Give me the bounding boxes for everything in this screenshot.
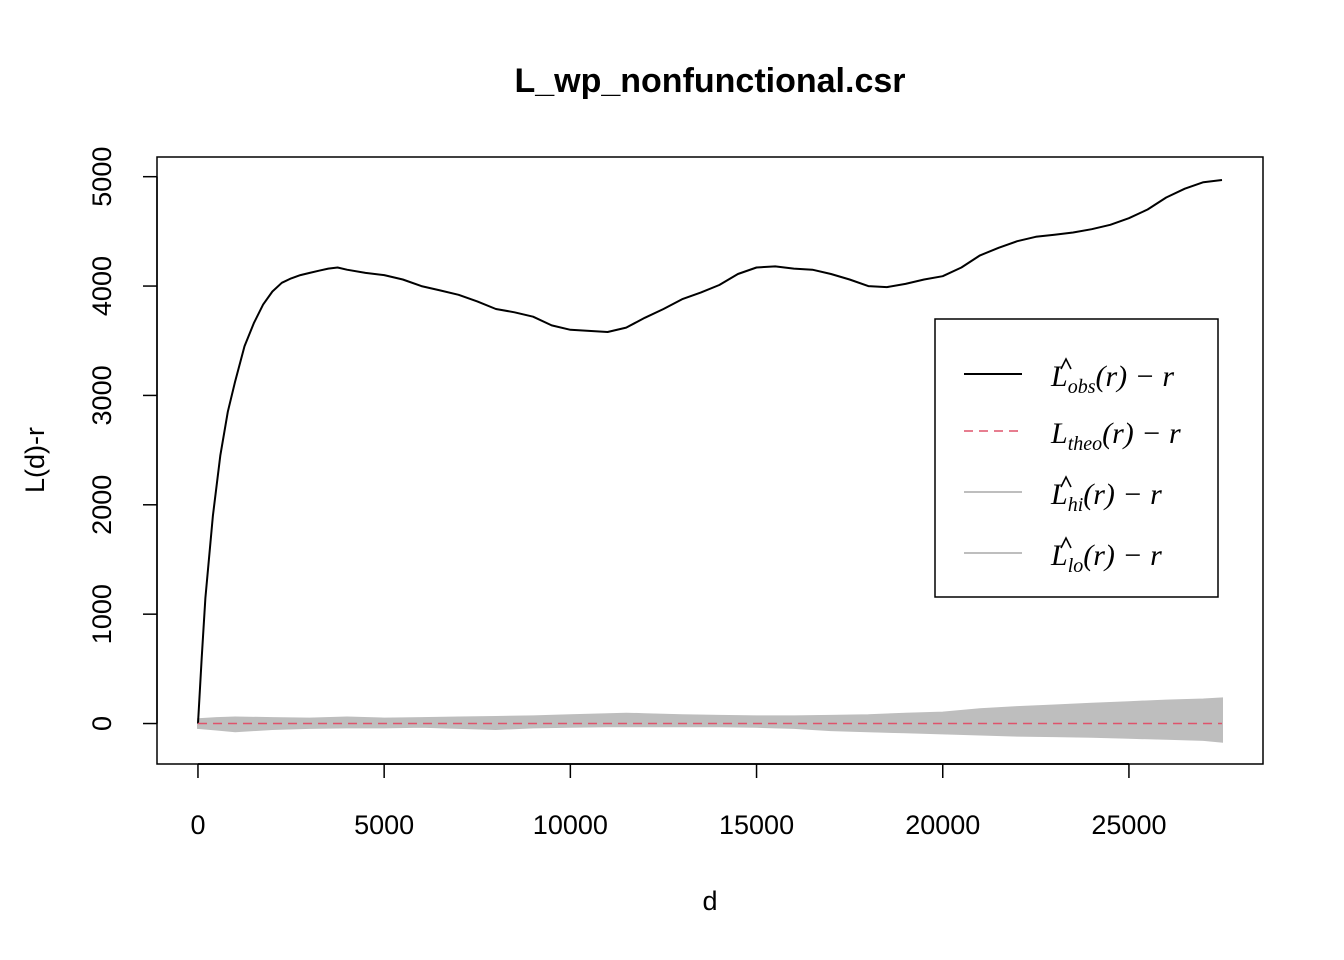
x-tick-label: 15000 [719,810,794,840]
envelope-band [197,697,1223,743]
legend-label-lo: Llo(r) − r [1050,539,1162,577]
x-axis: 0 5000 10000 15000 20000 25000 [190,763,1166,840]
series-layer [197,179,1223,725]
y-tick-label: 3000 [87,365,117,425]
legend-hat-icon [1060,475,1072,488]
legend-hat-icon [1060,357,1072,370]
envelope-layer [197,697,1223,743]
legend-box [934,318,1219,598]
x-axis-label: d [702,886,717,916]
y-tick-label: 1000 [87,584,117,644]
x-tick-label: 0 [190,810,205,840]
legend-hat-icon [1060,536,1072,549]
legend-label-obs: Lobs(r) − r [1050,360,1174,398]
chart-title: L_wp_nonfunctional.csr [514,62,905,100]
y-axis: 0 1000 2000 3000 4000 5000 [87,147,158,731]
y-tick-label: 0 [87,716,117,731]
legend-label-theo: Ltheo(r) − r [1050,417,1181,455]
x-tick-label: 5000 [354,810,414,840]
legend-label-hi: Lhi(r) − r [1050,478,1162,516]
x-tick-label: 20000 [905,810,980,840]
y-tick-label: 4000 [87,256,117,316]
x-tick-label: 25000 [1091,810,1166,840]
y-axis-label: L(d)-r [20,427,50,493]
y-tick-label: 2000 [87,475,117,535]
legend: Lobs(r) − r Ltheo(r) − r Lhi(r) − r Llo(r) … [934,318,1219,598]
legend-entries: Lobs(r) − r Ltheo(r) − r Lhi(r) − r Llo(r) … [964,357,1181,577]
series-line-obs [197,179,1223,724]
x-tick-label: 10000 [533,810,608,840]
y-tick-label: 5000 [87,147,117,207]
